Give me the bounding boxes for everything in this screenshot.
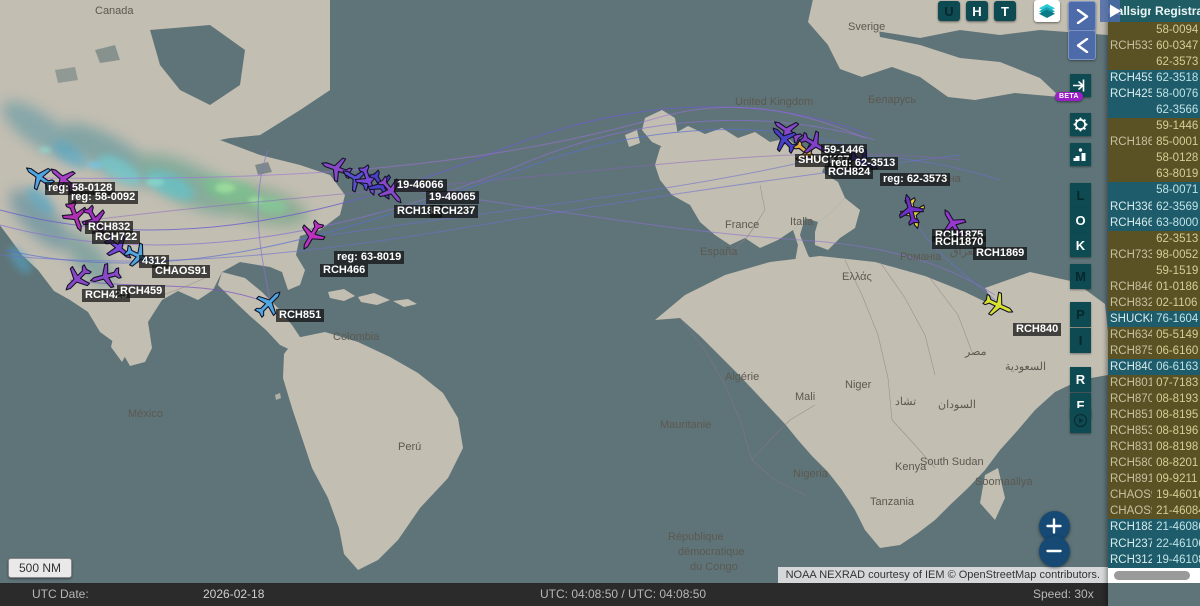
svg-text:Canada: Canada [95, 5, 134, 17]
svg-text:Italia: Italia [790, 216, 814, 228]
svg-text:France: France [725, 219, 759, 231]
svg-text:España: España [700, 246, 738, 258]
svg-text:Беларусь: Беларусь [868, 94, 916, 106]
svg-text:Kenya: Kenya [895, 461, 927, 473]
svg-text:du Congo: du Congo [690, 561, 738, 573]
svg-text:Mali: Mali [795, 391, 815, 403]
svg-text:Colombia: Colombia [333, 331, 380, 343]
svg-text:South Sudan: South Sudan [920, 456, 984, 468]
svg-text:démocratique: démocratique [678, 546, 745, 558]
svg-text:مصر: مصر [964, 346, 987, 358]
svg-text:Algérie: Algérie [725, 371, 759, 383]
svg-text:United Kingdom: United Kingdom [735, 96, 813, 108]
svg-text:Ελλάς: Ελλάς [842, 271, 872, 283]
svg-text:Nigeria: Nigeria [793, 468, 829, 480]
svg-text:تشاد: تشاد [895, 396, 916, 408]
svg-text:Soomaaliya: Soomaaliya [975, 476, 1033, 488]
svg-text:Романia: Романia [900, 251, 942, 263]
svg-text:Niger: Niger [845, 379, 872, 391]
svg-text:السودان: السودان [938, 399, 976, 411]
svg-text:Tanzania: Tanzania [870, 496, 915, 508]
svg-text:Mauritanie: Mauritanie [660, 419, 711, 431]
svg-text:République: République [668, 531, 724, 543]
svg-text:Perú: Perú [398, 441, 421, 453]
svg-text:Sverige: Sverige [848, 21, 885, 33]
svg-text:السعودية: السعودية [1005, 361, 1046, 373]
svg-text:México: México [128, 408, 163, 420]
